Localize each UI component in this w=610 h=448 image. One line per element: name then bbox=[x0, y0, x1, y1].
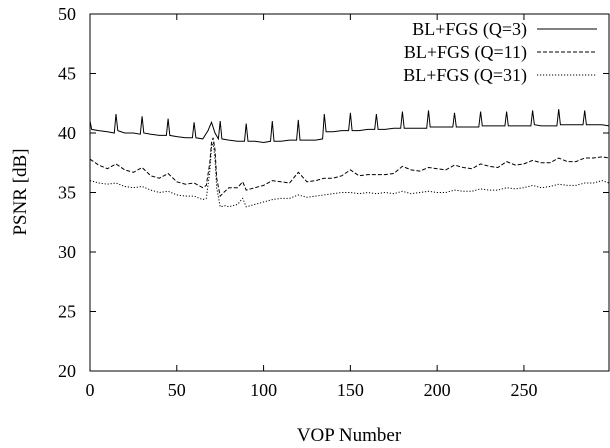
series-line-1 bbox=[89, 109, 610, 144]
x-tick-label: 100 bbox=[250, 380, 277, 400]
x-axis-ticks: 0 50 100 150 200 250 bbox=[86, 14, 537, 400]
y-tick-label: 45 bbox=[58, 64, 76, 84]
legend: BL+FGS (Q=3)BL+FGS (Q=11)BL+FGS (Q=31) bbox=[403, 19, 597, 86]
x-tick-label: 150 bbox=[337, 380, 364, 400]
y-tick-label: 20 bbox=[58, 361, 76, 381]
y-tick-label: 25 bbox=[58, 302, 76, 322]
y-axis-label: PSNR [dB] bbox=[10, 148, 31, 235]
y-tick-label: 40 bbox=[58, 123, 76, 143]
y-tick-label: 50 bbox=[58, 4, 76, 24]
x-tick-label: 0 bbox=[86, 380, 95, 400]
x-tick-label: 250 bbox=[510, 380, 537, 400]
series-layer bbox=[89, 109, 610, 208]
x-tick-label: 200 bbox=[424, 380, 451, 400]
y-axis-ticks: 20 25 30 35 40 45 50 bbox=[58, 4, 609, 381]
y-tick-label: 30 bbox=[58, 242, 76, 262]
series-line-2 bbox=[89, 137, 610, 198]
series-line-3 bbox=[89, 142, 610, 208]
x-tick-label: 50 bbox=[168, 380, 186, 400]
plot-frame bbox=[89, 13, 610, 372]
legend-label-1: BL+FGS (Q=3) bbox=[412, 19, 527, 40]
y-tick-label: 35 bbox=[58, 183, 76, 203]
legend-label-3: BL+FGS (Q=31) bbox=[403, 65, 527, 86]
x-axis-label: VOP Number bbox=[297, 425, 402, 446]
legend-label-2: BL+FGS (Q=11) bbox=[404, 42, 527, 63]
